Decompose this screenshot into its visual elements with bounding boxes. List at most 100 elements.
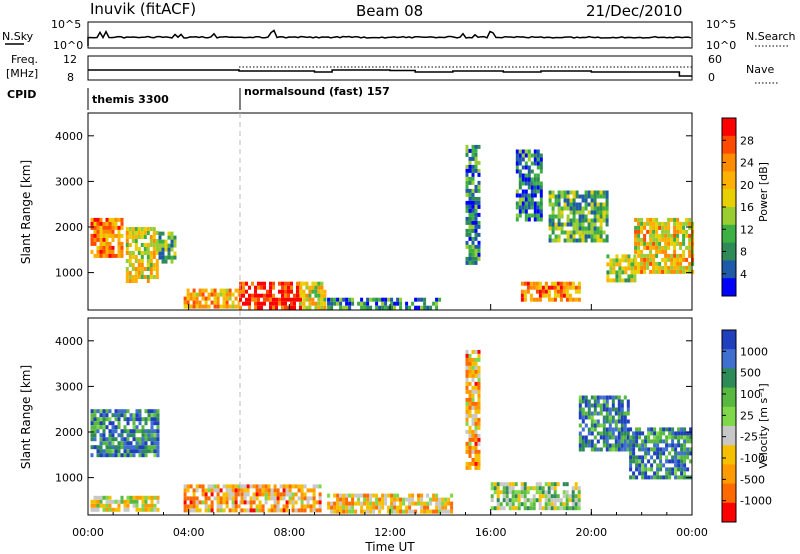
velocity-cell (550, 506, 554, 511)
power-cell (468, 164, 472, 169)
power-cell (390, 305, 394, 310)
velocity-cell (477, 405, 481, 410)
power-cell (468, 208, 472, 213)
power-cell (557, 226, 561, 231)
velocity-cell (123, 503, 127, 508)
velocity-cell (237, 492, 241, 497)
power-cell (655, 229, 659, 234)
velocity-cell (138, 409, 142, 414)
power-cell (551, 218, 555, 223)
power-cell (393, 301, 397, 306)
power-cell (173, 235, 177, 240)
velocity-cell (291, 508, 295, 513)
velocity-cell (135, 445, 139, 450)
velocity-cell (605, 431, 609, 436)
power-cell (533, 193, 537, 198)
velocity-cell (608, 443, 612, 448)
power-cell (661, 257, 665, 262)
power-cell (568, 281, 572, 286)
velocity-cell (647, 451, 651, 456)
power-cell (551, 202, 555, 207)
power-cell (435, 305, 439, 310)
power-cell (93, 237, 97, 242)
power-cell (375, 305, 379, 310)
velocity-cell (593, 399, 597, 404)
power-cell (612, 278, 616, 283)
power-cell (682, 225, 686, 230)
power-cell (566, 202, 570, 207)
power-cell (664, 253, 668, 258)
velocity-cell (153, 417, 157, 422)
power-cell (551, 194, 555, 199)
power-cell (569, 234, 573, 239)
velocity-cell (129, 453, 133, 458)
velocity-cell (629, 475, 633, 480)
nave-label: Nave (746, 63, 774, 76)
power-cell (566, 230, 570, 235)
power-cell (471, 244, 475, 249)
velocity-cell (150, 433, 154, 438)
velocity-cell (222, 492, 226, 497)
power-cell (584, 214, 588, 219)
velocity-cell (237, 488, 241, 493)
power-cell (360, 297, 364, 302)
velocity-cell (330, 509, 334, 514)
power-cell (590, 222, 594, 227)
velocity-cell (623, 431, 627, 436)
velocity-cell (357, 493, 361, 498)
power-cell (539, 153, 543, 158)
power-cell (468, 256, 472, 261)
velocity-cell (665, 467, 669, 472)
power-cell (161, 239, 165, 244)
power-cell (649, 269, 653, 274)
velocity-cell (665, 459, 669, 464)
power-cell (691, 229, 695, 234)
power-cell (581, 198, 585, 203)
velocity-cell (638, 431, 642, 436)
power-cell (143, 227, 147, 231)
power-cell (679, 225, 683, 230)
velocity-cell (111, 507, 115, 512)
velocity-cell (471, 437, 475, 442)
power-cell (317, 281, 321, 286)
velocity-cell (490, 494, 494, 499)
power-cell (468, 176, 472, 181)
velocity-cell (312, 492, 316, 497)
power-cell (317, 293, 321, 298)
power-cell (131, 255, 135, 259)
power-cell (465, 192, 469, 197)
velocity-cell (471, 361, 475, 366)
velocity-cell (508, 482, 512, 487)
power-cell (566, 214, 570, 219)
power-cell (272, 285, 275, 290)
power-cell (630, 274, 634, 279)
velocity-cell (105, 449, 109, 454)
power-cell (128, 271, 132, 275)
power-cell (471, 200, 475, 205)
velocity-cell (547, 490, 551, 495)
power-cell (612, 266, 616, 271)
nave-tick-bottom: 0 (708, 71, 715, 84)
velocity-cell (255, 484, 259, 489)
nsky-trace (87, 29, 692, 46)
power-echo-region (520, 281, 581, 302)
velocity-cell (578, 443, 582, 448)
power-cell (524, 189, 528, 194)
power-cell (685, 245, 689, 250)
velocity-cell (282, 496, 286, 501)
velocity-cell (153, 495, 157, 500)
velocity-cell (471, 405, 475, 410)
velocity-cell (641, 471, 645, 476)
velocity-cell (626, 411, 630, 416)
velocity-cell (465, 405, 469, 410)
power-cell (587, 218, 591, 223)
velocity-cell (581, 407, 585, 412)
velocity-cell (429, 497, 433, 502)
velocity-cell (559, 498, 563, 503)
velocity-cell (605, 399, 609, 404)
power-cell (590, 206, 594, 211)
power-cell (599, 210, 603, 215)
power-cell (685, 269, 689, 274)
velocity-cell (608, 447, 612, 452)
power-cell (114, 253, 118, 258)
